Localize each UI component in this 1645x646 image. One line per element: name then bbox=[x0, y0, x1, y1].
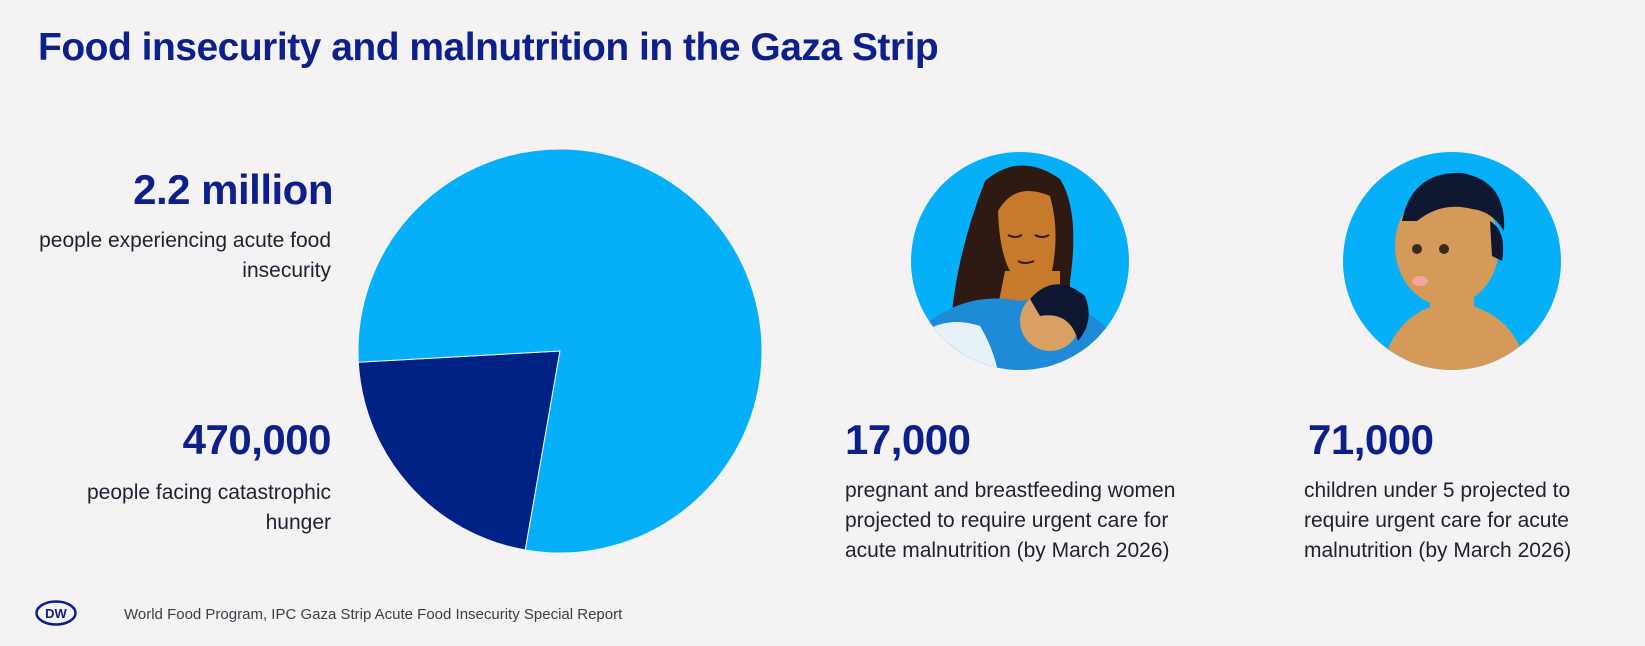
mother-with-baby-icon bbox=[910, 151, 1130, 376]
stat-total-value: 2.2 million bbox=[133, 166, 333, 213]
dw-logo-text: DW bbox=[45, 606, 67, 621]
pie-slice-acute bbox=[357, 148, 763, 554]
page-title: Food insecurity and malnutrition in the … bbox=[38, 26, 939, 69]
source-note: World Food Program, IPC Gaza Strip Acute… bbox=[124, 606, 623, 623]
pie-chart bbox=[357, 148, 763, 554]
stat-pregnant-value: 17,000 bbox=[845, 416, 971, 463]
stat-catastrophic-label: people facing catastrophic hunger bbox=[87, 481, 331, 534]
stat-pregnant-label: pregnant and breastfeeding women project… bbox=[845, 479, 1176, 562]
stat-catastrophic-value: 470,000 bbox=[182, 416, 332, 463]
stat-children-label: children under 5 projected to require ur… bbox=[1304, 479, 1572, 562]
stat-children-value: 71,000 bbox=[1308, 416, 1434, 463]
stat-total-label: people experiencing acute food insecurit… bbox=[39, 229, 331, 282]
dw-logo-icon: DW bbox=[35, 600, 77, 631]
pie-slices bbox=[357, 148, 763, 554]
pie-slice-catastrophic bbox=[357, 350, 561, 551]
child-portrait-icon bbox=[1342, 151, 1562, 376]
